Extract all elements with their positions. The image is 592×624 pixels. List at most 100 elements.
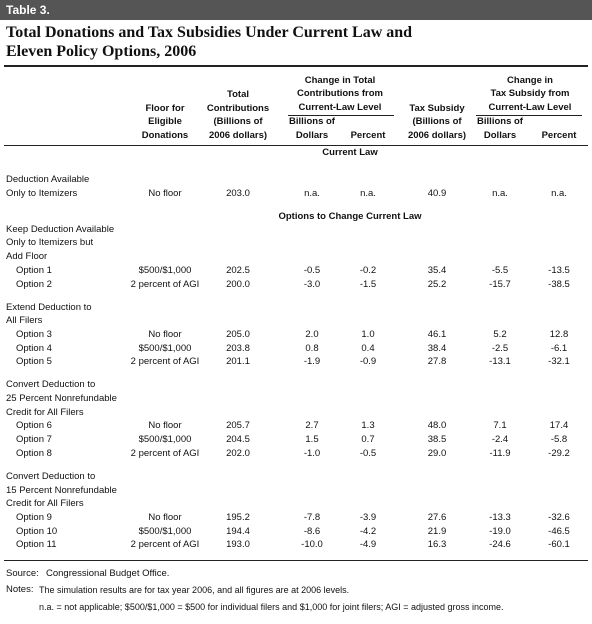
cell: 1.5 <box>305 434 319 446</box>
cell: -11.9 <box>489 447 511 459</box>
cell: 0.8 <box>305 342 319 354</box>
title-rule <box>4 65 588 67</box>
cell: 27.6 <box>427 511 447 523</box>
row-label: Option 9 <box>16 511 52 523</box>
column-header: Current-Law Level <box>488 102 572 113</box>
group-label: Extend Deduction to <box>6 301 92 313</box>
cell: 2.0 <box>305 328 319 340</box>
header-bar <box>0 0 592 20</box>
cell: -3.9 <box>359 511 377 523</box>
cell: 193.0 <box>226 539 250 551</box>
source-text: Congressional Budget Office. <box>46 568 170 579</box>
column-header: 2006 dollars) <box>208 130 268 141</box>
cell: -4.9 <box>359 539 377 551</box>
group-label: Credit for All Filers <box>6 498 84 510</box>
cell: No floor <box>148 187 182 199</box>
column-header: Dollars <box>295 130 329 141</box>
note: The simulation results are for tax year … <box>39 585 350 595</box>
table-label: Table 3. <box>6 3 50 17</box>
row-label: Option 6 <box>16 420 52 432</box>
cell: 205.7 <box>226 420 250 432</box>
group-rule <box>288 115 394 116</box>
cell: -1.9 <box>303 356 321 368</box>
cell: 204.5 <box>226 434 250 446</box>
column-header: Donations <box>141 130 189 141</box>
cell: $500/$1,000 <box>138 525 192 537</box>
cell: -13.1 <box>489 356 511 368</box>
row-label: Option 4 <box>16 342 52 354</box>
cell: 48.0 <box>427 420 447 432</box>
cell: -13.3 <box>489 511 511 523</box>
cell: 0.4 <box>361 342 375 354</box>
cell: 27.8 <box>427 356 447 368</box>
cell: 201.1 <box>226 356 250 368</box>
cell: 2 percent of AGI <box>130 356 200 368</box>
group-label: Convert Deduction to <box>6 379 96 391</box>
group-label: Only to Itemizers but <box>6 237 94 249</box>
cell: $500/$1,000 <box>138 434 192 446</box>
table-title: Total Donations and Tax Subsidies Under … <box>6 24 413 41</box>
column-header: 2006 dollars) <box>407 130 467 141</box>
row-label: Option 5 <box>16 356 52 368</box>
cell: 200.0 <box>226 278 250 290</box>
cell: $500/$1,000 <box>138 264 192 276</box>
cell: 205.0 <box>226 328 250 340</box>
cell: n.a. <box>304 187 320 199</box>
source-label: Source: <box>6 568 39 579</box>
cell: -5.8 <box>550 434 568 446</box>
column-header: Contributions from <box>296 88 384 100</box>
row-label: Option 7 <box>16 434 52 446</box>
group-label: All Filers <box>6 315 43 327</box>
cell: 203.0 <box>226 187 250 199</box>
cell: -19.0 <box>489 525 511 537</box>
table-title: Eleven Policy Options, 2006 <box>6 43 197 60</box>
cell: -60.1 <box>548 539 570 551</box>
cell: -3.0 <box>303 278 321 290</box>
column-header: Floor for <box>145 102 185 114</box>
cell: 0.7 <box>361 434 375 446</box>
column-header: Change in Total <box>304 74 376 86</box>
cell: -8.6 <box>303 525 321 537</box>
cell: 2 percent of AGI <box>130 447 200 459</box>
cell: 5.2 <box>493 328 507 340</box>
column-header: Eligible <box>148 116 182 128</box>
column-header: Tax Subsidy <box>409 102 465 114</box>
cell: 12.8 <box>549 328 569 340</box>
cell: -32.6 <box>548 511 570 523</box>
cell: n.a. <box>551 187 567 199</box>
group-label: Keep Deduction Available <box>6 223 115 235</box>
cell: 2.7 <box>305 420 319 432</box>
group-label: Convert Deduction to <box>6 470 96 482</box>
cell: -1.0 <box>303 447 321 459</box>
row-label: Option 10 <box>16 525 58 537</box>
cell: -0.5 <box>303 264 321 276</box>
cell: 17.4 <box>549 420 569 432</box>
header-rule <box>4 145 588 146</box>
cell: 29.0 <box>427 447 447 459</box>
group-label: Deduction Available <box>6 174 90 185</box>
cell: -46.5 <box>548 525 570 537</box>
cell: 203.8 <box>226 342 250 354</box>
cell: -13.5 <box>548 264 570 276</box>
column-header: Change in <box>507 74 553 86</box>
cell: 7.1 <box>493 420 507 432</box>
cell: -6.1 <box>550 342 568 354</box>
cell: -29.2 <box>548 447 570 459</box>
column-header: Dollars <box>483 130 517 141</box>
column-header: (Billions of <box>213 116 263 128</box>
cell: 2 percent of AGI <box>130 278 200 290</box>
cell: -24.6 <box>489 539 511 551</box>
row-label: Option 2 <box>16 278 52 290</box>
cell: -7.8 <box>303 511 321 523</box>
cell: n.a. <box>492 187 508 199</box>
group-label: Only to Itemizers <box>6 187 78 199</box>
cell: -2.4 <box>491 434 509 446</box>
cell: -0.9 <box>359 356 377 368</box>
group-label: 25 Percent Nonrefundable <box>6 393 117 404</box>
cell: 38.5 <box>427 434 447 446</box>
row-label: Option 11 <box>16 539 57 551</box>
cell: 2 percent of AGI <box>130 539 200 551</box>
notes-label: Notes: <box>6 584 34 595</box>
cell: 25.2 <box>427 278 447 290</box>
group-rule <box>476 115 582 116</box>
